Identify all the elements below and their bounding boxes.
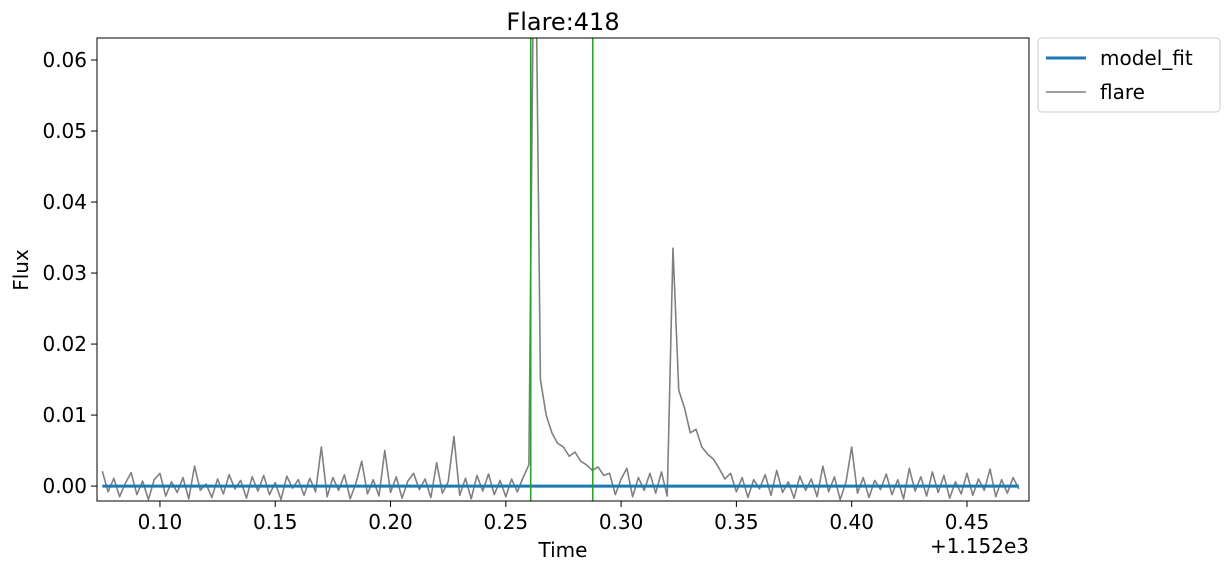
x-tick-label: 0.20 xyxy=(368,510,413,534)
x-tick-label: 0.15 xyxy=(253,510,298,534)
x-tick-label: 0.40 xyxy=(829,510,874,534)
chart-title: Flare:418 xyxy=(506,8,619,36)
x-tick-label: 0.35 xyxy=(714,510,759,534)
y-tick-label: 0.02 xyxy=(42,332,87,356)
legend-label: flare xyxy=(1100,80,1145,104)
y-tick-label: 0.04 xyxy=(42,190,87,214)
x-tick-label: 0.10 xyxy=(138,510,183,534)
x-tick-label: 0.30 xyxy=(599,510,644,534)
x-axis-label: Time xyxy=(538,538,588,562)
x-tick-label: 0.45 xyxy=(945,510,990,534)
y-tick-label: 0.01 xyxy=(42,403,87,427)
x-tick-label: 0.25 xyxy=(484,510,529,534)
plot-area xyxy=(101,38,1020,501)
axes-frame xyxy=(96,37,1030,502)
x-offset-label: +1.152e3 xyxy=(930,534,1029,558)
y-tick-label: 0.06 xyxy=(42,48,87,72)
legend-label: model_fit xyxy=(1100,46,1193,70)
y-axis-label: Flux xyxy=(9,249,33,291)
y-tick-label: 0.00 xyxy=(42,474,87,498)
y-tick-label: 0.03 xyxy=(42,261,87,285)
y-tick-label: 0.05 xyxy=(42,119,87,143)
